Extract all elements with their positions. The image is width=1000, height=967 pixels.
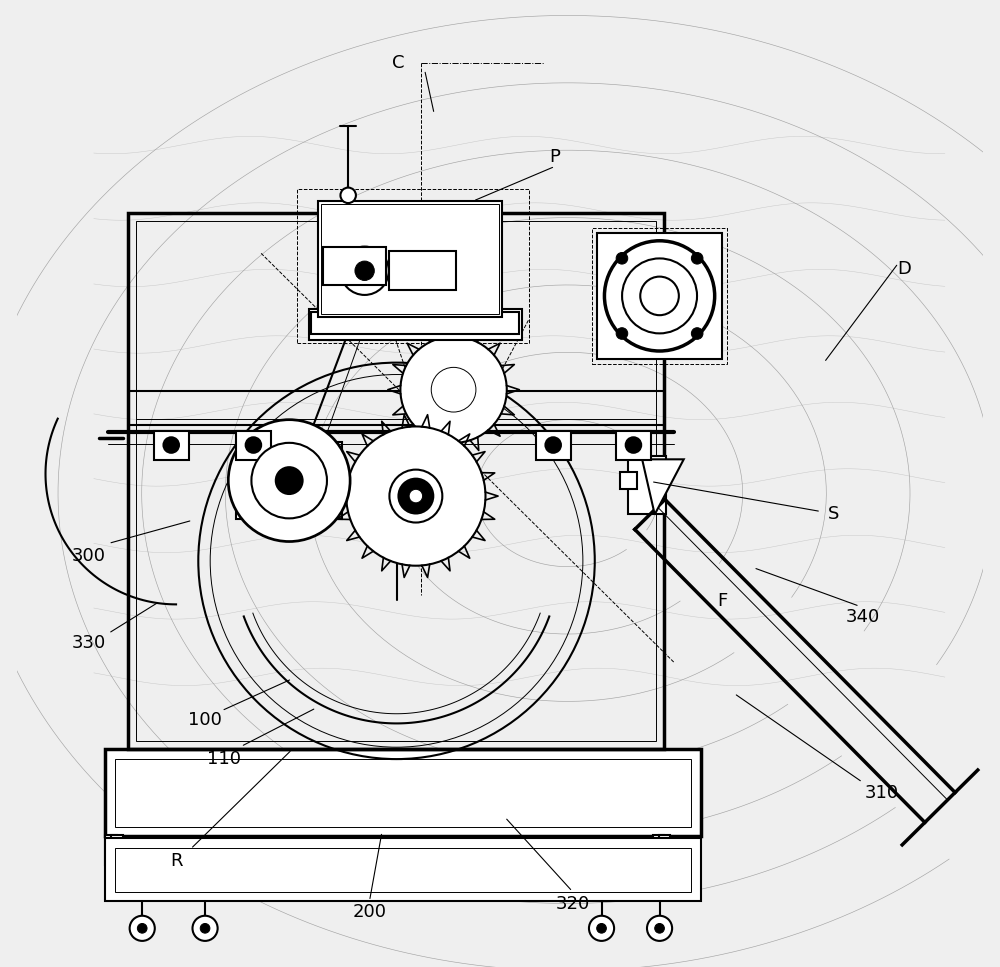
Bar: [309, 309, 522, 340]
Circle shape: [340, 247, 389, 295]
Circle shape: [192, 916, 218, 941]
Text: F: F: [717, 593, 728, 610]
Circle shape: [346, 426, 485, 566]
Circle shape: [597, 923, 606, 933]
Bar: [318, 201, 502, 317]
Bar: [105, 838, 701, 901]
Text: 200: 200: [352, 903, 386, 921]
Bar: [616, 430, 651, 459]
Circle shape: [276, 467, 303, 494]
Text: 320: 320: [555, 895, 590, 913]
Circle shape: [545, 437, 561, 453]
Circle shape: [246, 437, 261, 453]
Bar: [653, 835, 664, 865]
Bar: [111, 835, 123, 865]
Bar: [592, 228, 727, 364]
Circle shape: [626, 437, 641, 453]
Circle shape: [616, 328, 628, 339]
Bar: [620, 472, 637, 489]
Bar: [659, 835, 670, 865]
Bar: [628, 456, 666, 514]
Circle shape: [622, 258, 697, 334]
Circle shape: [200, 923, 210, 933]
Circle shape: [130, 916, 155, 941]
Text: D: D: [897, 260, 911, 278]
Bar: [115, 759, 691, 827]
Bar: [236, 442, 342, 519]
Text: S: S: [828, 506, 839, 523]
Circle shape: [340, 188, 356, 203]
Text: 330: 330: [72, 634, 106, 652]
Circle shape: [389, 470, 442, 522]
Circle shape: [691, 252, 703, 264]
Text: C: C: [392, 54, 405, 72]
Text: 110: 110: [207, 750, 241, 768]
Text: 100: 100: [188, 712, 222, 729]
Text: 340: 340: [845, 608, 880, 626]
Bar: [105, 835, 117, 865]
Bar: [105, 749, 701, 836]
Bar: [236, 430, 271, 459]
Circle shape: [655, 923, 664, 933]
Text: 310: 310: [865, 784, 899, 802]
Polygon shape: [642, 459, 684, 514]
Bar: [536, 430, 571, 459]
Bar: [297, 189, 529, 343]
Circle shape: [163, 437, 179, 453]
Bar: [115, 848, 691, 892]
Bar: [597, 233, 722, 359]
Circle shape: [604, 241, 715, 351]
Bar: [136, 221, 656, 741]
Circle shape: [431, 367, 476, 412]
Bar: [389, 251, 456, 290]
Circle shape: [589, 916, 614, 941]
Circle shape: [251, 443, 327, 518]
Circle shape: [137, 923, 147, 933]
Circle shape: [691, 328, 703, 339]
Circle shape: [647, 916, 672, 941]
Bar: [323, 247, 386, 285]
Text: P: P: [550, 148, 561, 165]
Bar: [311, 312, 519, 334]
Circle shape: [640, 277, 679, 315]
Circle shape: [616, 252, 628, 264]
Circle shape: [228, 420, 350, 542]
Text: 300: 300: [72, 547, 106, 565]
Bar: [128, 213, 664, 749]
Bar: [321, 204, 499, 314]
Text: R: R: [170, 852, 182, 869]
Circle shape: [355, 261, 374, 280]
Circle shape: [409, 489, 423, 503]
Circle shape: [398, 479, 433, 513]
Circle shape: [400, 337, 507, 443]
Bar: [154, 430, 189, 459]
